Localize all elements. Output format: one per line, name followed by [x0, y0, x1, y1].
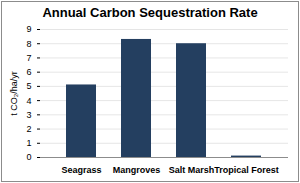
- svg-text:1: 1: [26, 138, 31, 148]
- svg-text:t CO₂/ha/yr: t CO₂/ha/yr: [9, 71, 19, 116]
- svg-text:Salt Marsh: Salt Marsh: [169, 165, 215, 175]
- svg-text:Seagrass: Seagrass: [61, 165, 101, 175]
- svg-text:2: 2: [26, 124, 31, 134]
- svg-text:7: 7: [26, 53, 31, 63]
- svg-text:0: 0: [26, 152, 31, 162]
- svg-text:3: 3: [26, 110, 31, 120]
- svg-text:9: 9: [26, 24, 31, 34]
- svg-text:6: 6: [26, 67, 31, 77]
- svg-text:5: 5: [26, 81, 31, 91]
- svg-text:8: 8: [26, 39, 31, 49]
- html-text:Annual Carbon Sequestration Ra: Annual Carbon Sequestration Rate: [42, 5, 258, 20]
- svg-text:Mangroves: Mangroves: [113, 165, 161, 175]
- svg-text:Tropical Forest: Tropical Forest: [214, 165, 279, 175]
- svg-text:4: 4: [26, 95, 31, 105]
